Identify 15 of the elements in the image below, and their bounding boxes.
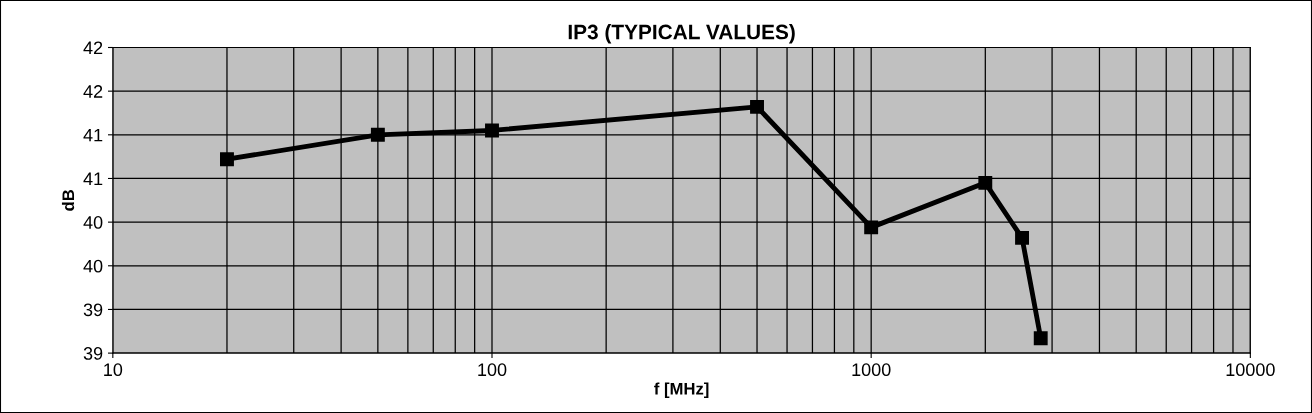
y-tick-label: 40 [83,216,103,229]
y-tick-label: 42 [83,85,103,98]
y-tick-label: 40 [83,259,103,273]
y-tick-label: 42 [83,41,103,55]
x-tick-label: 100 [478,363,507,377]
x-tick-label: 10 [104,363,123,377]
x-axis-title: f [MHz] [654,382,709,398]
y-tick-label: 39 [83,303,103,317]
x-tick-label: 1000 [852,363,891,377]
y-tick-label: 41 [83,172,103,186]
chart-title: IP3 (TYPICAL VALUES) [568,24,795,44]
y-tick-label: 39 [83,347,103,360]
y-tick-label: 41 [83,128,103,142]
y-axis-title: dB [61,189,75,211]
x-tick-label: 10000 [1226,363,1275,377]
